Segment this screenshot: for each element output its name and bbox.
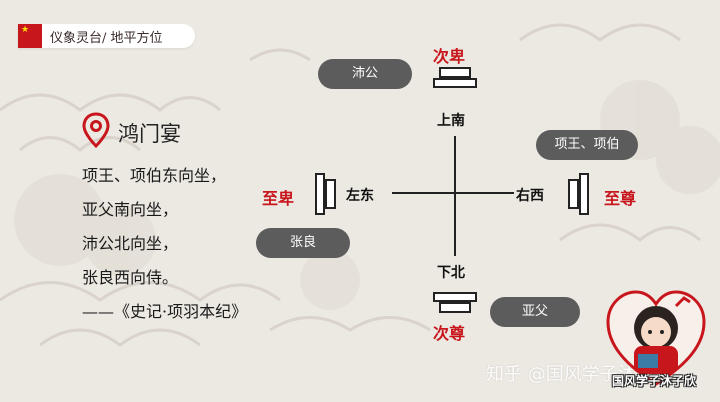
direction-label-east: 右西 <box>516 188 544 204</box>
event-title: 鸿门宴 <box>118 122 181 146</box>
direction-label-west: 左东 <box>346 188 374 204</box>
direction-label-north: 上南 <box>437 113 465 129</box>
china-flag-icon: ★ <box>18 24 42 48</box>
rank-label-west: 至卑 <box>262 189 295 208</box>
watermark: 知乎 @国风学子沐子欣 <box>486 364 672 385</box>
person-pill-yafu: 亚父 <box>490 297 580 327</box>
seat-west-icon <box>315 173 336 215</box>
seat-north-icon <box>433 67 477 88</box>
person-pill-xiangwang-xiangbo: 项王、项伯 <box>536 130 638 160</box>
avatar-illustration <box>606 290 706 386</box>
quote-line: 亚父南向坐， <box>82 200 179 219</box>
seat-east-icon <box>568 173 589 215</box>
quote-line: 沛公北向坐， <box>82 234 179 253</box>
rank-label-east: 至尊 <box>604 189 637 208</box>
location-pin-icon <box>82 112 110 148</box>
rank-label-south: 次尊 <box>433 324 466 343</box>
person-pill-zhangliang: 张良 <box>256 228 350 258</box>
quote-line: 张良西向侍。 <box>82 268 179 287</box>
section-title: 仪象灵台/ 地平方位 <box>50 31 163 46</box>
north-south-axis <box>454 136 456 256</box>
rank-label-north: 次卑 <box>433 47 466 66</box>
person-pill-peigong: 沛公 <box>318 59 412 89</box>
seat-south-icon <box>433 292 477 313</box>
direction-label-south: 下北 <box>437 265 465 281</box>
quote-source: ——《史记·项羽本纪》 <box>82 302 248 321</box>
section-title-bar: ★ 仪象灵台/ 地平方位 <box>18 24 195 48</box>
avatar-caption: 国风学子沐子欣 <box>612 374 697 388</box>
quote-line: 项王、项伯东向坐， <box>82 166 227 185</box>
east-west-axis <box>392 192 514 194</box>
